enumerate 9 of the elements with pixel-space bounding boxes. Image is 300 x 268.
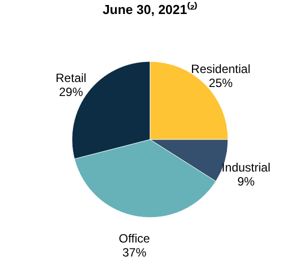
data-label: 25% [208, 76, 234, 90]
data-label: 29% [58, 85, 84, 100]
chart-title: June 30, 2021⁽²⁾ [102, 1, 198, 17]
slice-label: Residential [191, 62, 250, 76]
slice-label: Office [118, 231, 150, 246]
data-label: 9% [237, 174, 256, 188]
slice-label: Retail [56, 71, 86, 86]
data-label: 37% [122, 245, 147, 260]
slice-label: Industrial [222, 160, 270, 174]
